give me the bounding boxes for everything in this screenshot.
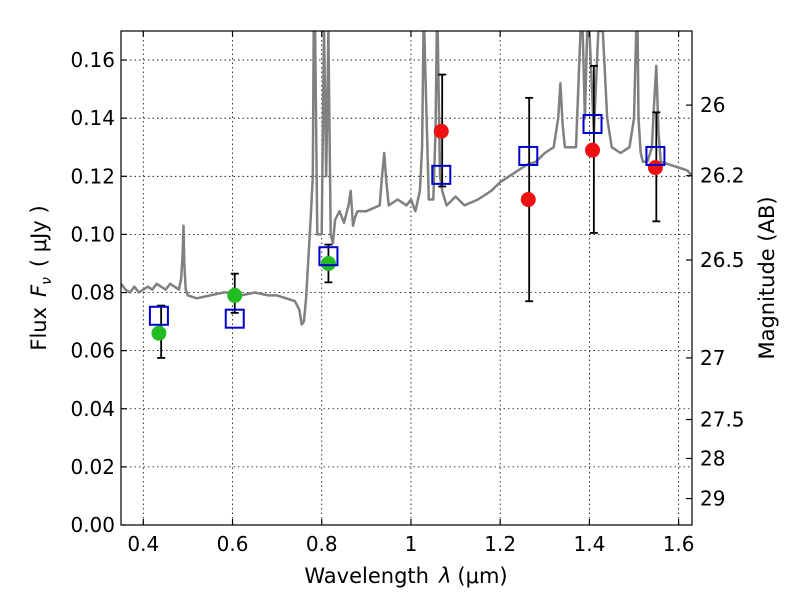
plot-area: [121, 31, 692, 359]
data-point: [585, 142, 601, 158]
data-point: [151, 325, 167, 341]
data-square: [431, 164, 452, 185]
data-point: [320, 255, 336, 271]
y-tick-label: 0.16: [70, 48, 115, 72]
y-tick-label: 0.04: [70, 397, 115, 421]
data-point: [433, 123, 449, 139]
y2-tick-label: 26: [700, 93, 725, 117]
y-tick-label: 0.08: [70, 281, 115, 305]
data-square: [224, 308, 245, 329]
y2-tick-label: 28: [700, 446, 725, 470]
data-square: [582, 113, 603, 134]
x-axis-label: Wavelength λ (μm): [304, 564, 507, 588]
y-tick-label: 0.02: [70, 455, 115, 479]
spectrum-line: [121, 31, 692, 326]
y2-tick-label: 29: [700, 487, 725, 511]
y2-tick-label: 26.2: [700, 164, 745, 188]
data-square: [645, 145, 666, 166]
x-tick-label: 1: [405, 532, 418, 556]
data-point: [227, 287, 243, 303]
y2-tick-label: 26.5: [700, 248, 745, 272]
axis-ticks: 0.4 0.6 0.8 1 1.2 1.4 1.6 0.00 0.02 0.04 0.06 0.08 0…: [70, 31, 745, 556]
y2-tick-label: 27: [700, 346, 725, 370]
x-tick-label: 0.4: [127, 532, 159, 556]
y-tick-label: 0.00: [70, 513, 115, 537]
x-tick-label: 1.6: [663, 532, 695, 556]
y-tick-label: 0.06: [70, 339, 115, 363]
x-tick-label: 0.8: [306, 532, 338, 556]
y-tick-label: 0.12: [70, 164, 115, 188]
data-point: [520, 192, 536, 208]
y-tick-label: 0.10: [70, 222, 115, 246]
y2-tick-label: 27.5: [700, 408, 745, 432]
x-tick-label: 0.6: [217, 532, 249, 556]
data-square: [518, 145, 539, 166]
plot-frame: [120, 30, 693, 526]
x-tick-label: 1.4: [573, 532, 605, 556]
data-square: [148, 305, 169, 326]
y2-axis-label: Magnitude (AB): [755, 196, 779, 359]
x-tick-label: 1.2: [484, 532, 516, 556]
y-tick-label: 0.14: [70, 106, 115, 130]
y-axis-label: FluxFν( μJy ): [27, 205, 55, 350]
data-square: [318, 246, 339, 267]
data-point: [647, 160, 663, 176]
